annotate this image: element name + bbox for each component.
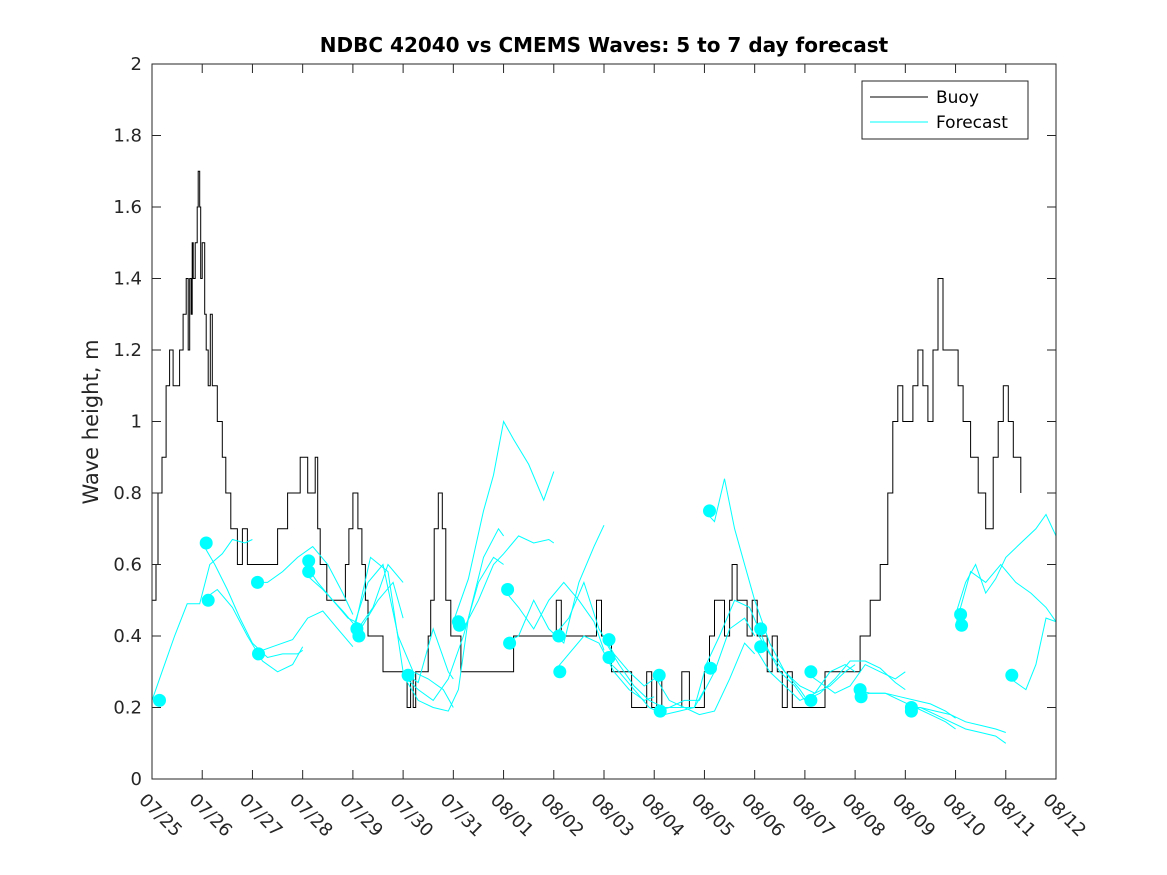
y-tick-label: 0.6 [113, 555, 142, 576]
series-line-forecast-0 [151, 538, 253, 701]
y-tick-label: 1 [131, 412, 142, 433]
legend: Buoy Forecast [861, 80, 1029, 140]
series-line-forecast-23 [754, 628, 856, 694]
series-line-forecast-9 [402, 556, 504, 702]
series-line-forecast-28 [854, 692, 956, 719]
forecast-marker-27 [854, 690, 868, 704]
y-tick-label: 0.8 [113, 483, 142, 504]
y-tick-label: 0.4 [113, 626, 142, 647]
series-line-forecast-10 [402, 527, 505, 712]
series-line-forecast-13 [503, 581, 605, 651]
series-line-forecast-17 [603, 639, 705, 708]
forecast-marker-22 [754, 622, 768, 636]
series-line-forecast-12 [452, 420, 555, 622]
y-tick-label: 1.6 [113, 197, 142, 218]
forecast-marker-24 [804, 665, 818, 679]
plot-area [151, 170, 1057, 744]
y-tick-label: 1.2 [113, 340, 142, 361]
forecast-marker-6 [302, 565, 316, 579]
series-line-forecast-7 [352, 563, 454, 708]
forecast-marker-0 [153, 693, 166, 707]
forecast-marker-32 [1005, 668, 1019, 682]
series-line-buoy [152, 170, 1022, 708]
series-line-forecast-1 [201, 542, 303, 659]
y-tick-label: 0.2 [113, 698, 142, 719]
series-line-forecast-19 [653, 642, 756, 716]
forecast-marker-2 [201, 593, 215, 607]
forecast-marker-25 [804, 693, 818, 707]
forecast-marker-29 [904, 704, 918, 718]
forecast-marker-9 [401, 668, 415, 682]
forecast-marker-5 [302, 554, 316, 568]
forecast-marker-31 [955, 618, 969, 632]
y-tick-label: 2 [131, 54, 142, 75]
series-line-forecast-32 [955, 563, 1057, 626]
series-line-forecast-3 [252, 545, 354, 615]
forecast-marker-3 [251, 575, 264, 589]
forecast-marker-1 [199, 536, 213, 550]
legend-label-buoy: Buoy [936, 88, 979, 108]
forecast-marker-8 [352, 629, 366, 643]
forecast-marker-4 [252, 647, 265, 661]
forecast-marker-21 [704, 661, 717, 675]
forecast-marker-17 [602, 651, 616, 664]
series-line-forecast-4 [252, 610, 354, 655]
forecast-marker-14 [552, 629, 566, 643]
series-line-forecast-30 [905, 706, 1007, 744]
series-line-forecast-29 [905, 707, 1006, 733]
series-line-forecast-11 [453, 535, 555, 630]
series-line-forecast-20 [654, 617, 756, 712]
forecast-marker-11 [452, 618, 466, 632]
series-line-forecast-26 [804, 660, 906, 701]
forecast-marker-18 [652, 668, 666, 682]
forecast-marker-30 [954, 608, 968, 621]
forecast-marker-12 [501, 583, 515, 596]
forecast-marker-23 [754, 640, 768, 654]
chart-title: NDBC 42040 vs CMEMS Waves: 5 to 7 day fo… [320, 33, 889, 57]
series-line-forecast-21 [704, 478, 806, 698]
forecast-marker-15 [553, 665, 567, 679]
forecast-marker-13 [503, 636, 517, 650]
legend-label-forecast: Forecast [936, 113, 1008, 133]
y-tick-label: 0 [131, 769, 142, 790]
series-line-forecast-25 [804, 663, 906, 694]
forecast-marker-20 [703, 504, 716, 518]
forecast-marker-16 [602, 633, 616, 647]
y-tick-label: 1.8 [113, 126, 142, 147]
legend-box [861, 80, 1029, 140]
forecast-marker-19 [653, 704, 667, 718]
y-axis-label: Wave height, m [79, 339, 103, 504]
y-tick-label: 1.4 [113, 269, 142, 290]
